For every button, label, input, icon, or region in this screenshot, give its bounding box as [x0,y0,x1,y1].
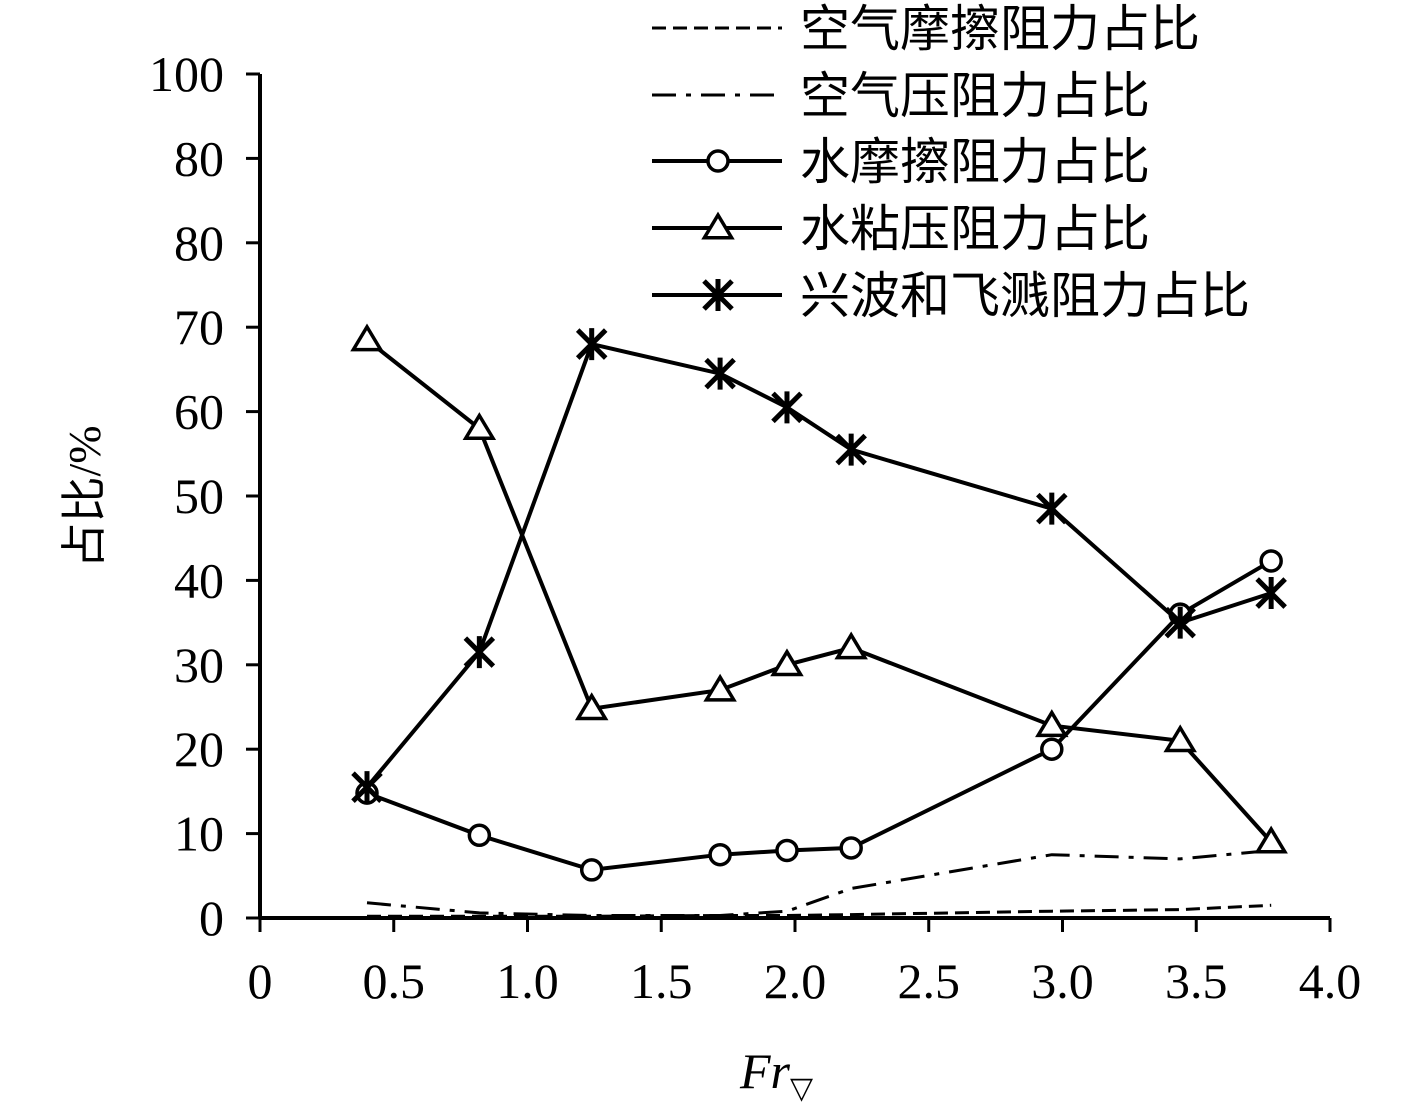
x-axis-label: Fr [739,1043,791,1099]
x-tick-label: 1.5 [630,953,693,1009]
legend-marker-4 [702,279,734,311]
x-tick-label: 0 [248,953,273,1009]
series-line-2 [366,559,1273,872]
data-point-3 [770,648,804,677]
data-point-3 [834,631,868,660]
y-tick-label: 30 [174,637,224,693]
data-point-2 [579,858,604,882]
legend-label-1: 空气压阻力占比 [800,68,1150,124]
data-point-4 [1255,577,1287,610]
legend-label-2: 水摩擦阻力占比 [800,134,1150,190]
x-tick-label: 4.0 [1299,953,1362,1009]
legend-label-4: 兴波和飞溅阻力占比 [800,268,1250,324]
data-point-4 [1164,606,1196,639]
data-point-2 [1259,549,1283,573]
data-point-2 [839,836,863,860]
y-tick-label: 80 [174,215,224,271]
data-point-3 [350,323,384,352]
series-line-4 [365,341,1272,789]
x-tick-label: 2.0 [764,953,827,1009]
data-point-3 [462,412,497,440]
data-point-3 [1035,709,1069,738]
x-tick-label: 2.5 [898,953,961,1009]
y-axis-label: 占比/% [59,425,110,568]
axes [258,74,1330,920]
data-point-4 [351,771,383,804]
y-tick-label: 10 [174,806,224,862]
data-point-4 [704,357,736,390]
legend-marker-2 [706,149,730,173]
data-point-3 [1163,724,1197,753]
data-point-2 [708,842,732,867]
y-tick-label: 50 [174,468,224,524]
data-point-3 [703,673,737,702]
y-tick-label: 60 [174,384,224,440]
data-point-2 [1040,737,1064,761]
data-point-4 [835,433,867,466]
y-tick-label: 100 [149,46,224,102]
legend-label-0: 空气摩擦阻力占比 [800,1,1200,57]
data-point-3 [574,692,609,721]
x-axis-label-subscript: ▽ [790,1072,813,1105]
x-tick-label: 3.5 [1165,953,1228,1009]
data-point-2 [467,823,492,848]
x-tick-label: 3.0 [1031,953,1094,1009]
ticks: 0 10 20 30 40 50 60 70 80 80 100 0 0.5 1.0 1.5 2.0 2.5 3.… [149,46,1361,1009]
series-layer [350,323,1288,918]
y-tick-label: 40 [174,552,224,608]
data-point-4 [771,391,803,424]
x-tick-label: 0.5 [363,953,426,1009]
y-tick-label: 20 [174,721,224,777]
series-line-1 [366,849,1272,917]
series-line-0 [367,903,1272,918]
data-point-2 [775,838,799,863]
y-tick-label: 80 [174,130,224,186]
y-tick-label: 0 [199,890,224,946]
y-tick-label: 70 [174,299,224,355]
data-point-4 [1036,492,1068,525]
x-tick-label: 1.0 [496,953,559,1009]
legend-marker-3 [701,211,735,240]
legend-label-3: 水粘压阻力占比 [800,201,1150,257]
data-point-4 [575,328,608,361]
data-point-4 [463,636,496,669]
data-point-3 [1254,825,1288,854]
